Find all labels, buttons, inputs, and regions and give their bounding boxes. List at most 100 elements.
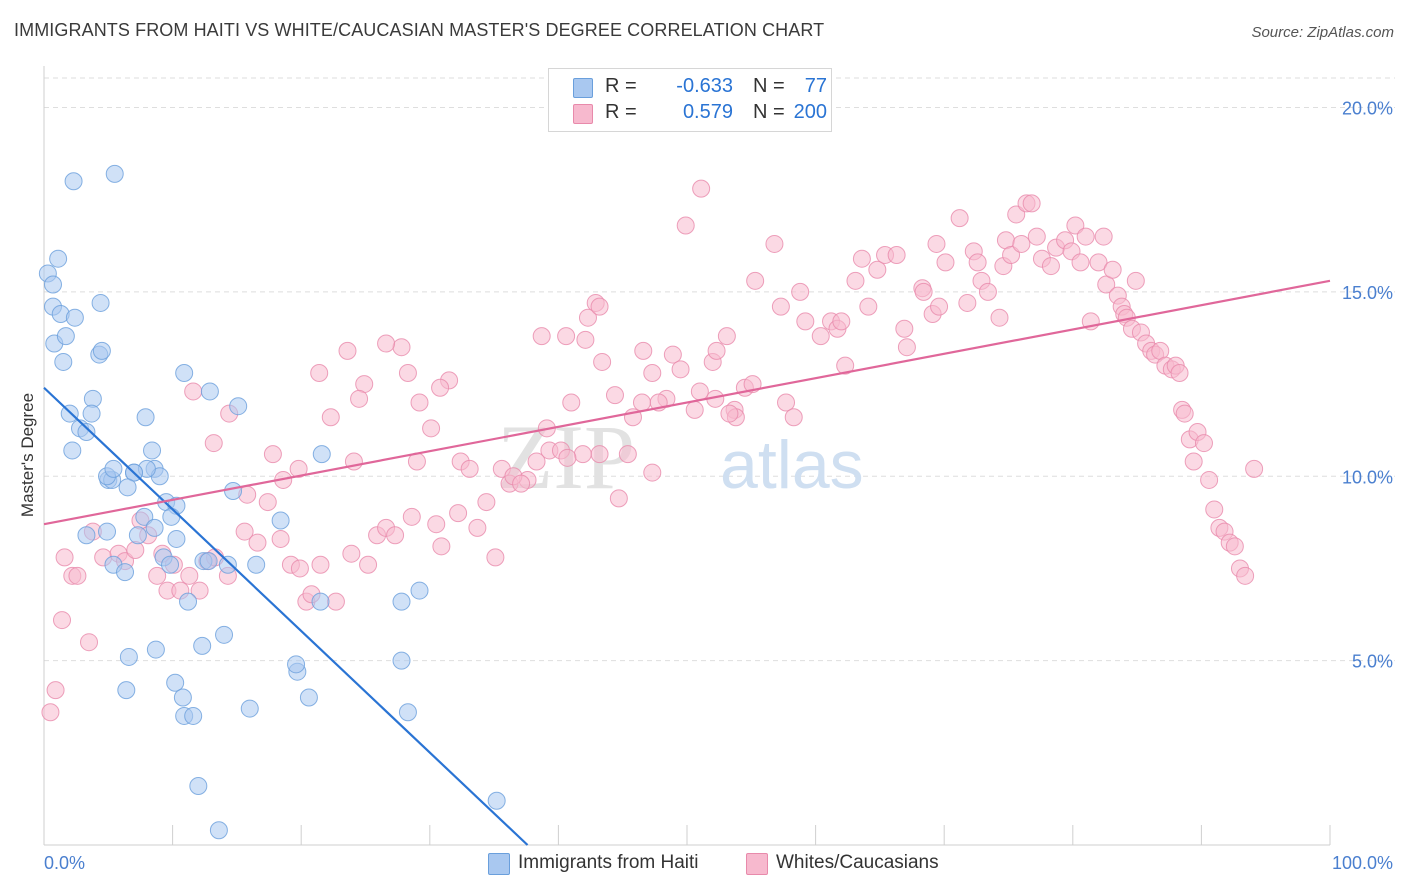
whites-point — [771, 297, 790, 316]
x-tick-label-min: 0.0% — [44, 853, 85, 873]
whites-point — [55, 548, 74, 567]
haiti-point — [229, 397, 248, 416]
x-tick-label-max: 100.0% — [1332, 853, 1393, 873]
whites-point — [1027, 227, 1046, 246]
whites-point — [676, 216, 695, 235]
haiti-point — [118, 478, 137, 497]
haiti-point — [145, 518, 164, 537]
bottom-legend-label: Immigrants from Haiti — [518, 852, 699, 873]
whites-point — [527, 452, 546, 471]
whites-point — [1126, 271, 1145, 290]
whites-point — [671, 360, 690, 379]
bottom-legend-swatch-blue — [488, 853, 510, 875]
haiti-point — [82, 404, 101, 423]
watermark-atlas: atlas — [720, 427, 864, 503]
haiti-point — [63, 441, 82, 460]
haiti-point — [135, 507, 154, 526]
whites-point — [1245, 459, 1264, 478]
whites-point — [927, 234, 946, 253]
series-immigrants-from-haiti — [38, 164, 506, 840]
haiti-point — [167, 529, 186, 548]
haiti-point — [175, 364, 194, 382]
whites-point — [311, 555, 330, 574]
haiti-point — [54, 352, 73, 371]
whites-point — [573, 445, 592, 464]
whites-point — [1236, 566, 1255, 585]
haiti-point — [146, 640, 165, 659]
whites-point — [746, 271, 765, 290]
whites-point — [263, 445, 282, 464]
whites-point — [402, 507, 421, 526]
haiti-point — [105, 164, 124, 183]
whites-point — [643, 463, 662, 482]
whites-point — [431, 378, 450, 397]
whites-point — [868, 260, 887, 279]
whites-point — [897, 338, 916, 357]
whites-point — [836, 356, 855, 375]
whites-point — [1002, 246, 1021, 264]
haiti-point — [179, 592, 198, 611]
haiti-point — [287, 655, 306, 674]
whites-point — [46, 681, 65, 700]
haiti-point — [77, 423, 96, 441]
bottom-legend-label: Whites/Caucasians — [776, 852, 939, 873]
whites-point — [663, 345, 682, 364]
y-tick-label: 15.0% — [1342, 283, 1393, 303]
whites-point — [271, 529, 290, 548]
haiti-point — [392, 651, 411, 670]
whites-point — [398, 364, 417, 382]
tick-labels: 5.0% 10.0% 15.0% 20.0% 0.0% 100.0% — [44, 99, 1393, 874]
whites-point — [914, 282, 933, 301]
whites-point — [1022, 194, 1041, 213]
whites-point — [410, 393, 429, 412]
whites-point — [342, 544, 361, 563]
whites-point — [41, 703, 60, 722]
legend-n-label: N = — [753, 75, 785, 97]
series-whites-caucasians — [41, 179, 1264, 722]
whites-point — [422, 419, 441, 438]
haiti-point — [218, 555, 237, 574]
haiti-point — [311, 592, 330, 611]
haiti-point — [166, 673, 185, 692]
whites-point — [720, 404, 739, 423]
legend-r-label: R = — [605, 101, 637, 123]
haiti-point — [119, 647, 138, 666]
whites-point — [605, 386, 624, 405]
whites-point — [1041, 257, 1060, 276]
whites-point — [468, 518, 487, 537]
whites-point — [990, 308, 1009, 327]
whites-point — [936, 253, 955, 272]
whites-point — [791, 282, 810, 301]
whites-point — [950, 209, 969, 228]
whites-point — [690, 382, 709, 401]
whites-point — [427, 515, 446, 534]
whites-point — [609, 489, 628, 508]
whites-point — [310, 364, 329, 382]
whites-point — [432, 537, 451, 556]
haiti-point — [104, 459, 123, 478]
whites-point — [1194, 434, 1213, 453]
whites-point — [53, 611, 72, 630]
gridlines — [44, 77, 1395, 662]
haiti-trend-line — [43, 386, 529, 846]
legend-n-label: N = — [753, 101, 785, 123]
whites-point — [930, 297, 949, 316]
whites-point — [512, 474, 531, 493]
y-tick-label: 20.0% — [1342, 99, 1393, 119]
trend-lines — [43, 279, 1331, 846]
whites-point — [477, 493, 496, 512]
whites-point — [859, 297, 878, 316]
chart-source: Source: ZipAtlas.com — [1251, 24, 1394, 41]
whites-point — [190, 581, 209, 600]
legend-r-value: 0.579 — [682, 101, 733, 123]
whites-point — [1007, 205, 1026, 224]
haiti-point — [117, 681, 136, 700]
whites-point — [796, 312, 815, 331]
haiti-point — [312, 445, 331, 464]
legend-n-value: 77 — [804, 75, 827, 97]
whites-point — [359, 555, 378, 574]
y-tick-label: 10.0% — [1342, 467, 1393, 487]
haiti-point — [173, 688, 192, 707]
whites-point — [180, 566, 199, 585]
